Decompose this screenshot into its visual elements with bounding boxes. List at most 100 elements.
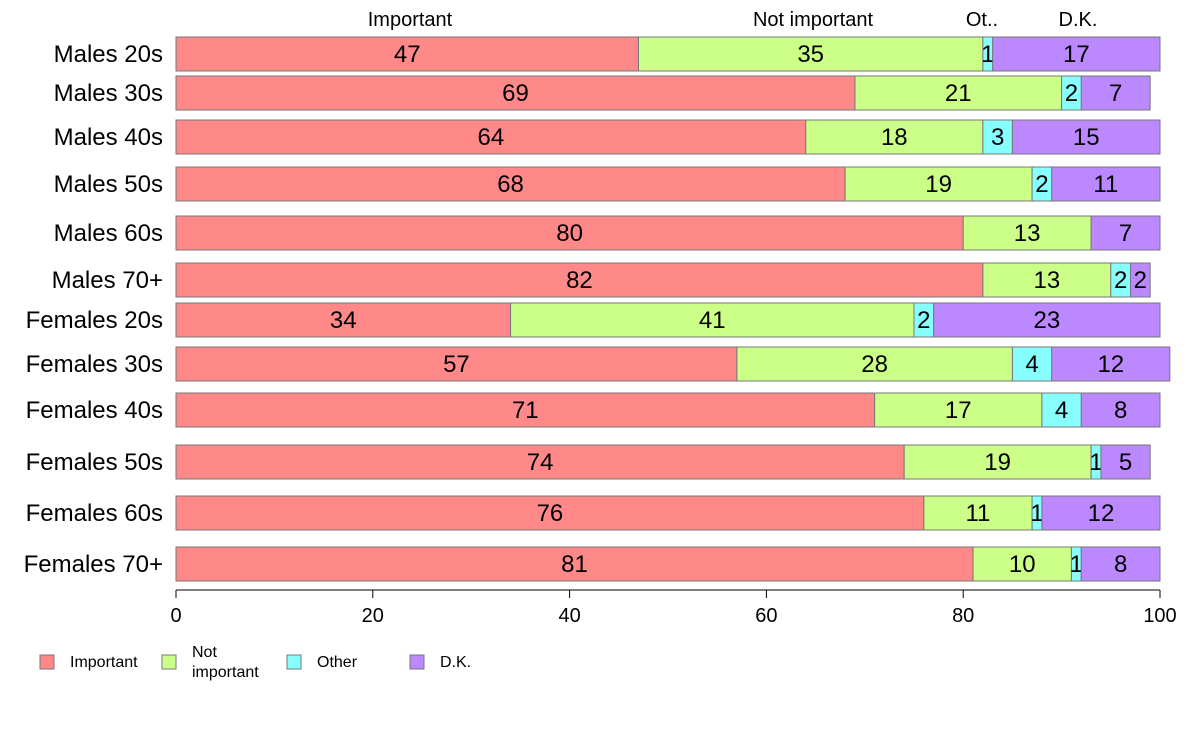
- bar-segment-d-k: [1080, 392, 1161, 428]
- value-label: 11: [1093, 171, 1118, 198]
- value-label: 2: [1035, 171, 1048, 198]
- value-label: 18: [881, 124, 908, 151]
- value-label: 76: [537, 500, 564, 527]
- category-label: Males 70+: [52, 267, 163, 294]
- x-axis: 0 20 40 60 80 100: [170, 589, 1177, 627]
- bar-segment-other: [1041, 392, 1082, 428]
- bar-segment-important: [175, 346, 738, 382]
- bar-segment-important: [175, 444, 905, 480]
- value-label: 7: [1109, 80, 1122, 107]
- value-label: 1: [1089, 449, 1102, 476]
- legend-label: Other: [317, 654, 358, 671]
- legend-swatch: [286, 654, 302, 670]
- value-label: 19: [925, 171, 952, 198]
- value-label: 74: [527, 449, 554, 476]
- bar-segment-not-important: [736, 346, 1013, 382]
- value-label: 1: [1030, 500, 1043, 527]
- bar-segment-d-k: [1051, 346, 1171, 382]
- bar-segment-other: [1011, 346, 1053, 382]
- category-label: Males 60s: [54, 220, 163, 247]
- value-label: 69: [502, 80, 529, 107]
- category-label: Females 60s: [26, 500, 163, 527]
- value-label: 23: [1033, 307, 1060, 334]
- category-label: Females 70+: [24, 551, 163, 578]
- category-label: Males 40s: [54, 124, 163, 151]
- category-label: Males 30s: [54, 80, 163, 107]
- value-label: 7: [1119, 220, 1132, 247]
- legend-swatch: [161, 654, 177, 670]
- bar-segment-not-important: [805, 119, 984, 155]
- value-label: 80: [556, 220, 583, 247]
- bar-segment-not-important: [844, 166, 1033, 202]
- bar-segment-d-k: [1080, 75, 1151, 111]
- value-label: 2: [1114, 267, 1127, 294]
- bar-segment-d-k: [1080, 546, 1161, 582]
- value-label: 12: [1088, 500, 1115, 527]
- value-label: 19: [984, 449, 1011, 476]
- value-label: 1: [981, 41, 994, 68]
- bar-segment-important: [175, 36, 639, 72]
- bar-segment-d-k: [992, 36, 1161, 72]
- bar-segment-important: [175, 302, 512, 338]
- bar-segment-other: [982, 119, 1013, 155]
- top-label: Important: [368, 9, 453, 31]
- bar-segment-not-important: [923, 495, 1033, 531]
- value-label: 47: [394, 41, 421, 68]
- category-label: Females 20s: [26, 307, 163, 334]
- category-label: Males 50s: [54, 171, 163, 198]
- bar-segment-d-k: [1090, 215, 1161, 251]
- bar-segment-not-important: [874, 392, 1043, 428]
- value-label: 8: [1114, 397, 1127, 424]
- value-label: 17: [1063, 41, 1090, 68]
- x-tick-label: 80: [952, 605, 974, 627]
- value-label: 41: [699, 307, 726, 334]
- bar-segment-important: [175, 495, 925, 531]
- bar-segment-important: [175, 75, 856, 111]
- legend-swatch: [39, 654, 55, 670]
- legend-label: D.K.: [440, 654, 471, 671]
- value-label: 2: [1065, 80, 1078, 107]
- category-label: Females 40s: [26, 397, 163, 424]
- top-label: Ot..: [966, 9, 998, 31]
- value-label: 35: [797, 41, 824, 68]
- category-label: Females 50s: [26, 449, 163, 476]
- bar-segment-important: [175, 215, 964, 251]
- value-label: 57: [443, 351, 470, 378]
- bar-segment-important: [175, 119, 807, 155]
- top-segment-labels: Important Not important Ot.. D.K.: [368, 9, 1098, 31]
- category-label: Females 30s: [26, 351, 163, 378]
- x-tick-label: 60: [755, 605, 777, 627]
- value-label: 3: [991, 124, 1004, 151]
- value-label: 12: [1097, 351, 1124, 378]
- value-label: 2: [1134, 267, 1147, 294]
- value-label: 1: [1070, 551, 1083, 578]
- value-label: 34: [330, 307, 357, 334]
- bar-segment-not-important: [982, 262, 1112, 298]
- value-label: 17: [945, 397, 972, 424]
- category-label: Males 20s: [54, 41, 163, 68]
- bar-segment-not-important: [854, 75, 1063, 111]
- x-tick-label: 0: [170, 605, 181, 627]
- value-label: 4: [1025, 351, 1038, 378]
- value-label: 10: [1009, 551, 1036, 578]
- top-label: Not important: [753, 9, 873, 31]
- category-labels: Males 20s Males 30s Males 40s Males 50s Male…: [24, 41, 163, 578]
- value-label: 15: [1073, 124, 1100, 151]
- value-label: 13: [1014, 220, 1041, 247]
- bar-segment-not-important: [903, 444, 1092, 480]
- value-label: 68: [497, 171, 524, 198]
- bar-segment-not-important: [510, 302, 915, 338]
- value-label: 28: [861, 351, 888, 378]
- value-label: 81: [561, 551, 588, 578]
- bar-segment-important: [175, 166, 846, 202]
- value-label: 64: [478, 124, 505, 151]
- value-label: 82: [566, 267, 593, 294]
- bar-segment-not-important: [962, 215, 1092, 251]
- value-label: 4: [1055, 397, 1068, 424]
- value-label: 21: [945, 80, 972, 107]
- value-label: 13: [1033, 267, 1060, 294]
- value-label: 71: [512, 397, 539, 424]
- bar-segment-d-k: [1041, 495, 1161, 531]
